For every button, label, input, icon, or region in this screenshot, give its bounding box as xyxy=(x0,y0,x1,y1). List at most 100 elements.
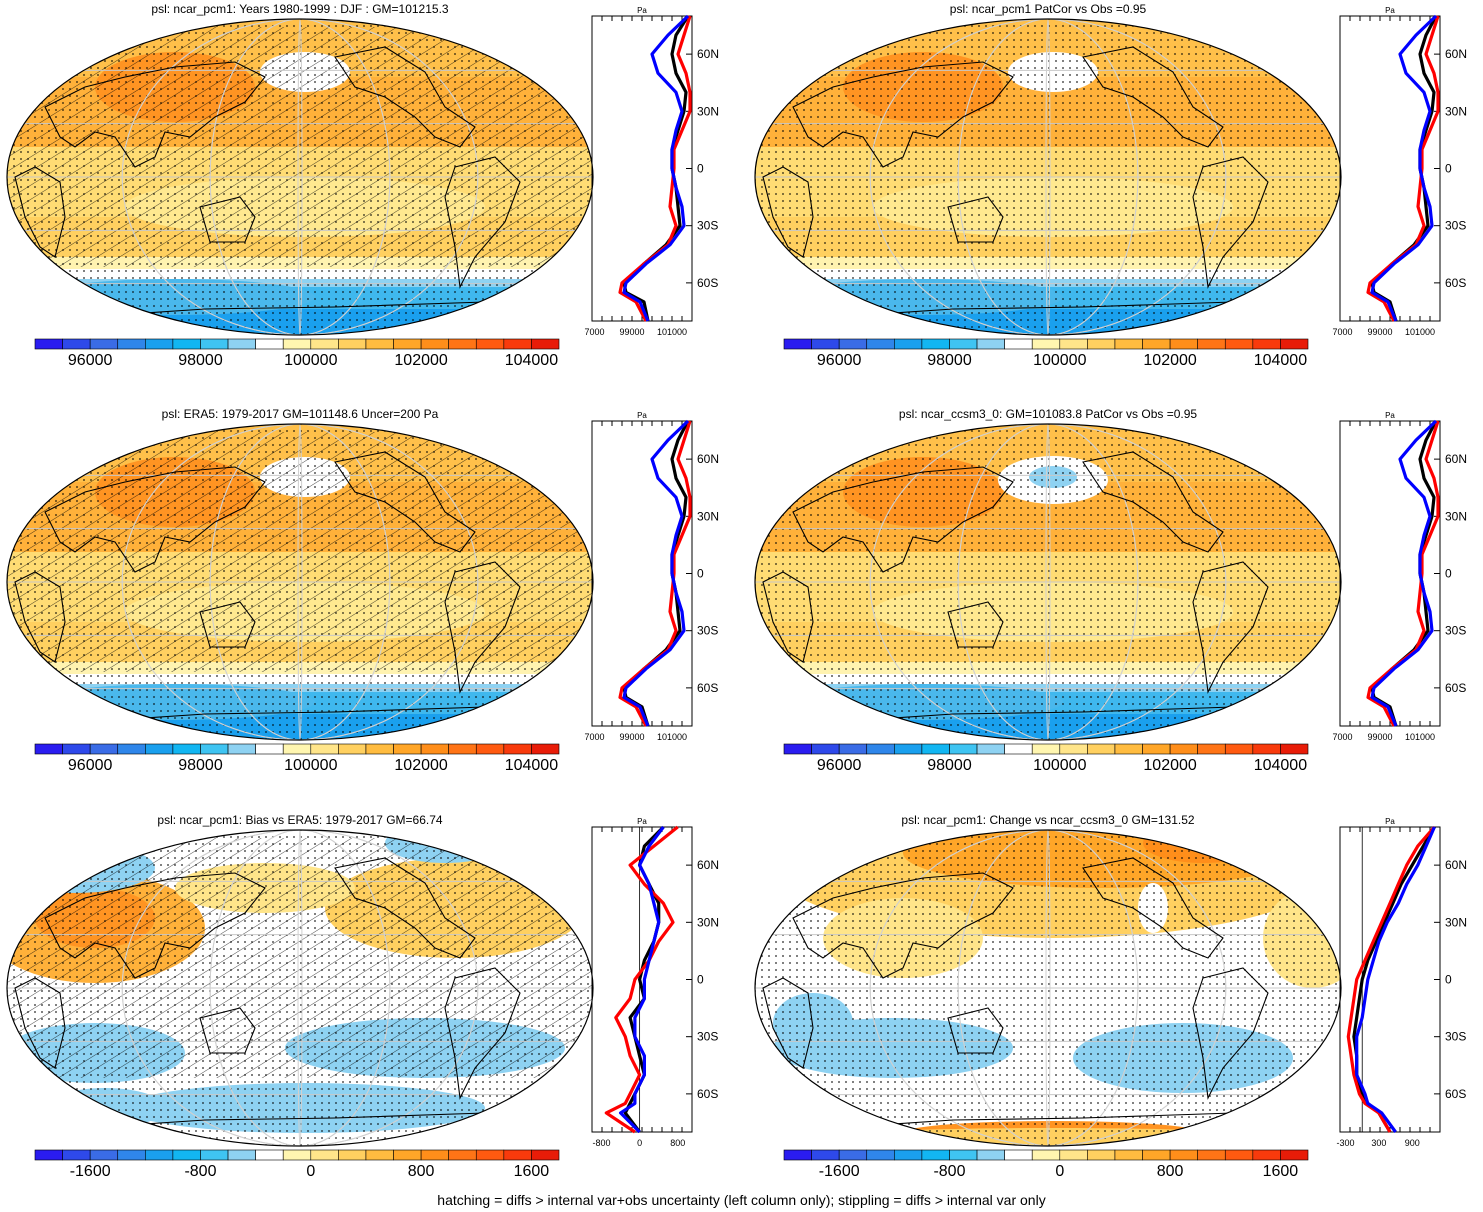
latitude-tick-label: 0 xyxy=(1445,567,1452,581)
latitude-tick-label: 60S xyxy=(697,681,718,695)
colorbar-swatch xyxy=(1252,338,1281,350)
colorbar-swatch xyxy=(1169,743,1198,755)
colorbar-swatch xyxy=(921,743,950,755)
colorbar-swatch xyxy=(172,338,201,350)
latitude-tick-label: 60S xyxy=(1445,1087,1466,1101)
colorbar-label: -1600 xyxy=(818,1163,860,1180)
colorbar-swatch xyxy=(310,338,339,350)
colorbar-swatch xyxy=(1169,338,1198,350)
latitude-tick-label: 60N xyxy=(1445,47,1467,61)
colorbar-swatch xyxy=(1252,1149,1281,1161)
colorbar-swatch xyxy=(783,743,812,755)
colorbar-swatch xyxy=(976,338,1005,350)
profile-unit-label: Pa xyxy=(1385,411,1395,420)
map-panel xyxy=(6,829,594,1147)
colorbar-swatch xyxy=(1142,1149,1171,1161)
latitude-tick-label: 30S xyxy=(1445,219,1466,233)
panel-title: psl: ncar_pcm1 PatCor vs Obs =0.95 xyxy=(949,2,1147,16)
colorbar-swatch xyxy=(1004,743,1033,755)
latitude-tick-label: 30N xyxy=(697,915,719,929)
colorbar-swatch xyxy=(921,338,950,350)
profile-x-tick-label: 97000 xyxy=(584,327,605,337)
profile-x-tick-label: 97000 xyxy=(584,732,605,742)
colorbar-swatch xyxy=(783,338,812,350)
colorbar-swatch xyxy=(62,338,91,350)
colorbar-label: 100000 xyxy=(284,352,338,369)
colorbar-swatch xyxy=(503,338,532,350)
colorbar-swatch xyxy=(227,338,256,350)
colorbar-swatch xyxy=(1087,1149,1116,1161)
colorbar-swatch xyxy=(1169,1149,1198,1161)
colorbar-swatch xyxy=(475,338,505,350)
latitude-tick-label: 60N xyxy=(697,858,719,872)
colorbar-swatch xyxy=(448,338,477,350)
colorbar-swatch xyxy=(200,743,229,755)
colorbar-label: -800 xyxy=(184,1163,217,1180)
colorbar-swatch xyxy=(255,1149,284,1161)
colorbar-swatch xyxy=(866,338,895,350)
latitude-tick-label: 30S xyxy=(1445,624,1466,638)
colorbar-label: 100000 xyxy=(284,757,338,774)
colorbar-swatch xyxy=(1031,1149,1061,1161)
colorbar-swatch xyxy=(200,1149,229,1161)
colorbar-swatch xyxy=(1280,1149,1309,1161)
colorbar-swatch xyxy=(200,338,229,350)
latitude-tick-label: 60N xyxy=(1445,858,1467,872)
colorbar-swatch xyxy=(949,338,978,350)
panel-title: psl: ERA5: 1979-2017 GM=101148.6 Uncer=2… xyxy=(161,407,439,421)
profile-x-tick-label: 99000 xyxy=(1367,327,1392,337)
colorbar-swatch xyxy=(1224,1149,1254,1161)
colorbar-swatch xyxy=(838,1149,868,1161)
zonal-mean-profile: Pa 60N 30N 0 30S 60S 97000 99000 101000 xyxy=(1332,6,1467,337)
colorbar-swatch xyxy=(145,743,174,755)
colorbar xyxy=(783,1149,1309,1161)
zonal-mean-profile: Pa 60N 30N 0 30S 60S 97000 99000 101000 xyxy=(584,411,719,742)
latitude-tick-label: 60S xyxy=(697,1087,718,1101)
colorbar-swatch xyxy=(89,1149,119,1161)
colorbar-swatch xyxy=(531,743,560,755)
colorbar-swatch xyxy=(838,743,868,755)
latitude-tick-label: 30N xyxy=(697,509,719,523)
profile-x-tick-label: 97000 xyxy=(1332,327,1353,337)
colorbar-swatch xyxy=(531,338,560,350)
colorbar-swatch xyxy=(1280,743,1309,755)
latitude-tick-label: 0 xyxy=(697,973,704,987)
map-panel xyxy=(6,423,594,741)
colorbar-swatch xyxy=(531,1149,560,1161)
profile-x-tick-label: 99000 xyxy=(1367,732,1392,742)
profile-x-tick-label: 97000 xyxy=(1332,732,1353,742)
colorbar-label: 98000 xyxy=(927,757,972,774)
colorbar-swatch xyxy=(34,338,63,350)
profile-x-tick-label: 101000 xyxy=(657,327,687,337)
colorbar-label: 102000 xyxy=(1143,352,1197,369)
latitude-tick-label: 0 xyxy=(697,162,704,176)
profile-x-tick-label: 101000 xyxy=(657,732,687,742)
profile-x-tick-label: 300 xyxy=(1371,1138,1386,1148)
latitude-tick-label: 60S xyxy=(1445,681,1466,695)
colorbar-swatch xyxy=(503,743,532,755)
colorbar-swatch xyxy=(310,1149,339,1161)
zonal-mean-profile: Pa 60N 30N 0 30S 60S -800 0 800 xyxy=(591,817,719,1148)
colorbar-swatch xyxy=(420,743,449,755)
colorbar-swatch xyxy=(420,338,449,350)
colorbar-label: 98000 xyxy=(927,352,972,369)
colorbar-swatch xyxy=(866,743,895,755)
colorbar-swatch xyxy=(976,743,1005,755)
colorbar-swatch xyxy=(921,1149,950,1161)
map-panel xyxy=(754,829,1342,1147)
panel-title: psl: ncar_ccsm3_0: GM=101083.8 PatCor vs… xyxy=(898,407,1198,421)
latitude-tick-label: 30S xyxy=(697,1030,718,1044)
colorbar-swatch xyxy=(1142,743,1171,755)
colorbar-label: 104000 xyxy=(1253,352,1308,369)
colorbar-swatch xyxy=(117,743,146,755)
map-panel xyxy=(754,18,1342,336)
colorbar-swatch xyxy=(117,1149,146,1161)
panel-title: psl: ncar_pcm1: Bias vs ERA5: 1979-2017 … xyxy=(157,813,443,827)
colorbar-swatch xyxy=(282,1149,312,1161)
colorbar-swatch xyxy=(338,338,367,350)
map-panel xyxy=(6,18,594,336)
latitude-tick-label: 0 xyxy=(1445,973,1452,987)
profile-line-blue xyxy=(1370,419,1438,727)
profile-x-tick-label: 99000 xyxy=(619,732,644,742)
profile-x-tick-label: -300 xyxy=(1337,1138,1355,1148)
